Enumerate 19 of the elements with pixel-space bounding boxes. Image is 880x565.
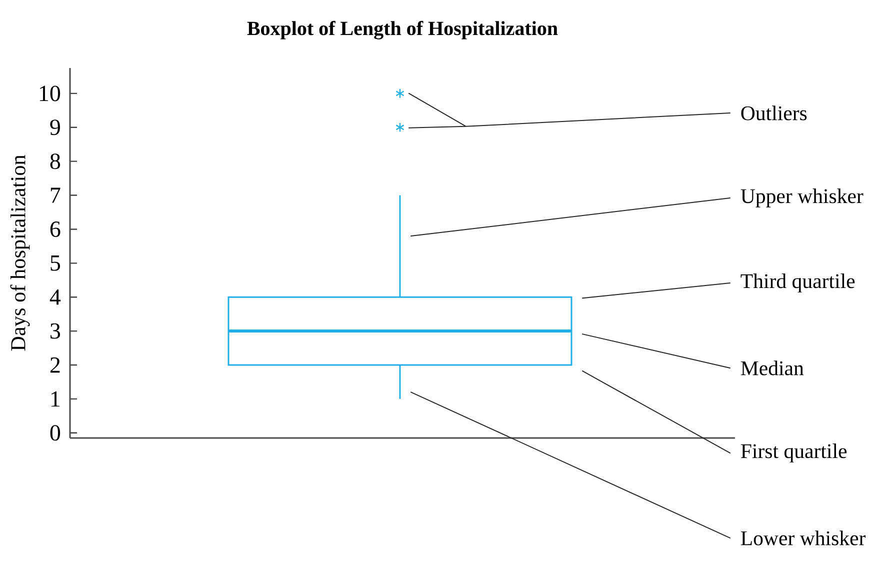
y-tick-label: 10 xyxy=(40,86,60,102)
y-tick-label: 5 xyxy=(50,256,60,271)
y-tick-label: 4 xyxy=(50,290,61,305)
y-tick-label: 2 xyxy=(50,357,60,373)
y-tick-label: 9 xyxy=(50,120,60,136)
text: First quartile xyxy=(740,444,847,462)
y-tick-label: 7 xyxy=(50,188,60,203)
text: Median xyxy=(740,360,804,376)
text: Upper whisker xyxy=(740,188,864,208)
y-tick-label: 6 xyxy=(50,222,60,237)
text: Outliers xyxy=(741,106,807,120)
y-tick-label: 1 xyxy=(51,391,60,407)
text: Lower whisker xyxy=(740,530,866,546)
text: Third quartile xyxy=(740,274,855,292)
y-tick-label: 8 xyxy=(50,154,60,170)
y-axis-title: Days of hospitalization xyxy=(10,154,30,351)
y-tick-label: 0 xyxy=(50,425,60,441)
y-tick-label: 3 xyxy=(50,323,60,339)
chart-title: Boxplot of Length of Hospitalization xyxy=(247,20,558,40)
